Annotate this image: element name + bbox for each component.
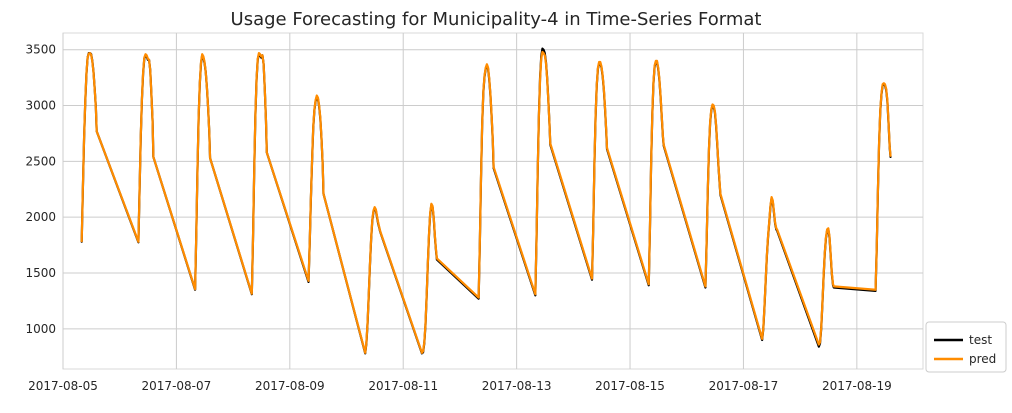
legend-label-pred: pred: [969, 352, 996, 366]
legend: test pred: [925, 321, 1007, 373]
y-tick-label: 1500: [25, 266, 56, 280]
legend-label-test: test: [969, 333, 992, 347]
x-tick-label: 2017-08-17: [709, 379, 779, 393]
x-axis-ticks: 2017-08-05 2017-08-07 2017-08-09 2017-08-11…: [28, 379, 892, 393]
series-line-pred: [80, 50, 892, 354]
x-tick-label: 2017-08-09: [255, 379, 325, 393]
x-tick-label: 2017-08-15: [595, 379, 665, 393]
grid-lines: [62, 33, 923, 369]
x-tick-label: 2017-08-07: [142, 379, 212, 393]
x-tick-label: 2017-08-13: [482, 379, 552, 393]
y-tick-label: 3000: [25, 99, 56, 113]
chart-title: Usage Forecasting for Municipality-4 in …: [231, 9, 762, 30]
x-tick-label: 2017-08-11: [368, 379, 438, 393]
y-axis-ticks: 1000 1500 2000 2500 3000 3500: [25, 43, 56, 336]
x-tick-label: 2017-08-19: [822, 379, 892, 393]
y-tick-label: 1000: [25, 322, 56, 336]
series-lines: [80, 47, 892, 355]
y-tick-label: 2500: [25, 154, 56, 168]
x-tick-label: 2017-08-05: [28, 379, 98, 393]
y-tick-label: 3500: [25, 43, 56, 57]
y-tick-label: 2000: [25, 210, 56, 224]
plot-area: [62, 32, 924, 370]
